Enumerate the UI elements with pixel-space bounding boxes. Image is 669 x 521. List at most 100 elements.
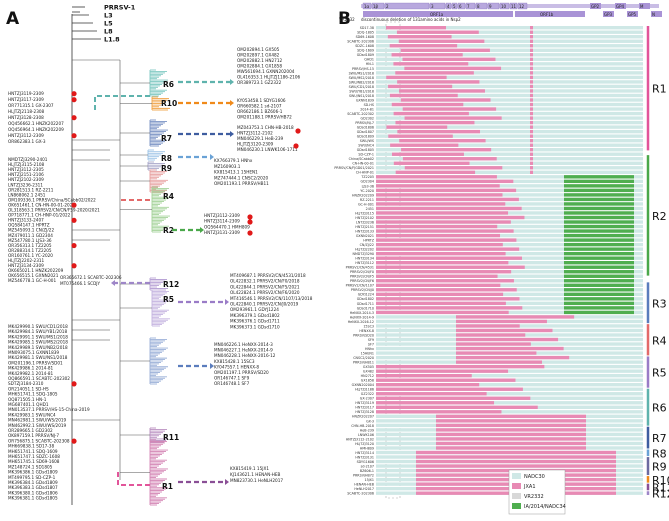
genome-bar bbox=[376, 211, 643, 215]
strain-row-label: HNTZJ3133 bbox=[355, 229, 374, 233]
orf-label: M bbox=[640, 4, 644, 9]
tip-label-r8: MZ160903.1 bbox=[214, 164, 241, 169]
strain-row-label: SD17-38 bbox=[360, 26, 374, 30]
legend-label: IA/2014/NADC34 bbox=[524, 504, 566, 510]
genome-bar bbox=[376, 202, 643, 206]
strain-row-label: SWU/MS2/2018 bbox=[349, 76, 374, 80]
tip-label-r1-left: OQ866591.1 SCABTC-202302 bbox=[8, 376, 70, 381]
strain-row-label: LNWK106 bbox=[358, 433, 374, 437]
genome-bar bbox=[376, 161, 643, 165]
recombinant-segment bbox=[456, 355, 570, 360]
genome-map: 1α 1β 2 3 4 5 6 7 8 9 10 11 12 ORF1a ORF1b GP2 GP3GP4GP5… bbox=[361, 2, 662, 499]
recombinant-segment bbox=[376, 184, 500, 188]
genome-bar bbox=[376, 75, 643, 80]
red-marker-dot bbox=[71, 133, 77, 139]
recombinant-segment bbox=[416, 450, 616, 455]
genome-bar bbox=[376, 98, 643, 102]
tip-label-r1-left: MK429983.1 SWU/NC4 bbox=[8, 412, 56, 417]
callout-arrow-head bbox=[225, 299, 229, 305]
recombination-panel: 1α 1β 2 3 4 5 6 7 8 9 10 11 12 ORF1a ORF1b GP2 GP3GP4GP5… bbox=[334, 2, 669, 515]
recombinant-segment bbox=[376, 224, 498, 229]
strain-row-label: GD2302 bbox=[361, 116, 374, 120]
recombinant-segment bbox=[376, 410, 502, 414]
callout-arrow bbox=[117, 470, 150, 486]
strain-row-label: PRRSV/CN/FJGD01/2021 bbox=[334, 166, 374, 170]
strain-row-label: SCABTC-202302 bbox=[347, 112, 374, 116]
strain-row-label: PRRSV/HB11 bbox=[353, 361, 374, 365]
strain-row-label: GX482 bbox=[363, 370, 374, 374]
recombinant-segment bbox=[376, 373, 472, 378]
orf-label: GP2 bbox=[591, 4, 600, 9]
tip-label-r4-left: HNTZJ2151-2106 bbox=[8, 172, 44, 177]
recombinant-segment bbox=[530, 166, 533, 170]
nsp-label: 4 bbox=[447, 4, 450, 9]
tip-label-r8: OM201193.1 PRRSV/HB11 bbox=[214, 181, 269, 186]
genome-bar bbox=[376, 138, 643, 143]
red-marker-dot bbox=[71, 202, 77, 208]
genome-bar bbox=[376, 62, 643, 66]
tip-label-r1-left: MH651745.1 SD69-1608 bbox=[8, 459, 60, 464]
bracket-label-r1: R1 bbox=[652, 83, 667, 96]
orf-box bbox=[639, 3, 650, 9]
tip-label-r4-left: OR356313.1 TZ2205 bbox=[8, 243, 52, 248]
legend-label: NADC30 bbox=[524, 474, 545, 480]
callout-arrow-head bbox=[210, 154, 214, 160]
recombinant-segment bbox=[530, 98, 533, 102]
recombinant-segment bbox=[390, 143, 459, 147]
legend-swatch bbox=[512, 473, 521, 479]
recombinant-segment bbox=[564, 292, 634, 297]
tip-label-r3: KY047557.1 HENXX-8 bbox=[214, 364, 259, 369]
tip-label-r6-left: OQ456964.1 HNZK202209 bbox=[8, 127, 64, 132]
red-marker-dot bbox=[71, 115, 77, 121]
recombinant-segment bbox=[530, 53, 533, 57]
genome-bar bbox=[376, 175, 643, 179]
genome-bar bbox=[376, 292, 643, 297]
strain-row-label: HNTZJ3112 bbox=[355, 261, 374, 265]
tip-label-r4-left: OL318563.1 PRRSV2/CN/CN/F59-2020/2021 bbox=[8, 208, 100, 213]
recombinant-segment bbox=[376, 220, 511, 224]
tip-label-r7: HNTZJ3112-2102 bbox=[237, 131, 273, 136]
strain-row-label: SCABTC-202306 bbox=[347, 492, 374, 496]
strain-row-label: SWU/CD1/2018 bbox=[349, 85, 374, 89]
tip-label-r7: HLJTZJ3120-2309 bbox=[237, 142, 274, 147]
deletion-region bbox=[385, 21, 401, 499]
recombinant-segment bbox=[376, 306, 523, 310]
genome-bar bbox=[376, 310, 643, 315]
recombinant-segment bbox=[530, 152, 533, 156]
strain-row-label: CH-HNP-01 bbox=[356, 171, 374, 175]
tip-label-r1-left: MN462981.1 SWU/WS/2019 bbox=[8, 418, 67, 423]
nsp-box bbox=[371, 2, 385, 10]
tip-label-r1-left: MK396384.1 GDsd1809 bbox=[8, 480, 58, 485]
recombinant-segment bbox=[389, 44, 458, 48]
recombinant-segment bbox=[389, 93, 458, 98]
strain-row-label: PRRSV2/CN/4531 bbox=[346, 266, 374, 270]
recombinant-segment bbox=[456, 360, 542, 364]
strain-row-label: PRRSV/SD20 bbox=[353, 333, 374, 337]
nsp-label: 8 bbox=[477, 4, 480, 9]
nsp-label: 1α bbox=[364, 4, 370, 9]
recombinant-segment bbox=[404, 116, 502, 120]
tip-label-r6: OM202884.1 GX1858 bbox=[237, 64, 282, 69]
recombinant-segment bbox=[376, 261, 509, 265]
recombinant-segment bbox=[376, 364, 545, 369]
callout-arrow-head bbox=[230, 100, 234, 106]
clade-label-r4: R4 bbox=[163, 192, 174, 201]
tip-label-r5: MT409687.1 PRRSV2/CN/4531/2018 bbox=[230, 273, 306, 278]
nsp-box bbox=[457, 2, 466, 10]
recombinant-segment bbox=[564, 238, 634, 242]
recombinant-segment bbox=[564, 310, 634, 315]
recombinant-segment bbox=[530, 161, 533, 165]
strain-row-label: CNSC2/2020 bbox=[353, 356, 374, 360]
recombinant-segment bbox=[376, 197, 519, 202]
strain-row-label: SCABTC-202306 bbox=[347, 40, 374, 44]
strain-row-labels: SD17-38SDQ-1805SD69-1608SCABTC-202306SDZ… bbox=[334, 26, 374, 495]
tip-label-r2: HNTZJ3131-2309 bbox=[204, 230, 240, 235]
tip-label-r10: OM201188.1 PRRSV/HB72 bbox=[237, 115, 292, 120]
recombinant-segment bbox=[456, 337, 559, 342]
recombinant-segment bbox=[399, 138, 486, 143]
genome-bar bbox=[376, 401, 643, 405]
tip-label-r6: OM202897.1 GX482 bbox=[237, 53, 280, 58]
recombinant-segment bbox=[393, 161, 470, 165]
genome-bar bbox=[376, 26, 643, 30]
